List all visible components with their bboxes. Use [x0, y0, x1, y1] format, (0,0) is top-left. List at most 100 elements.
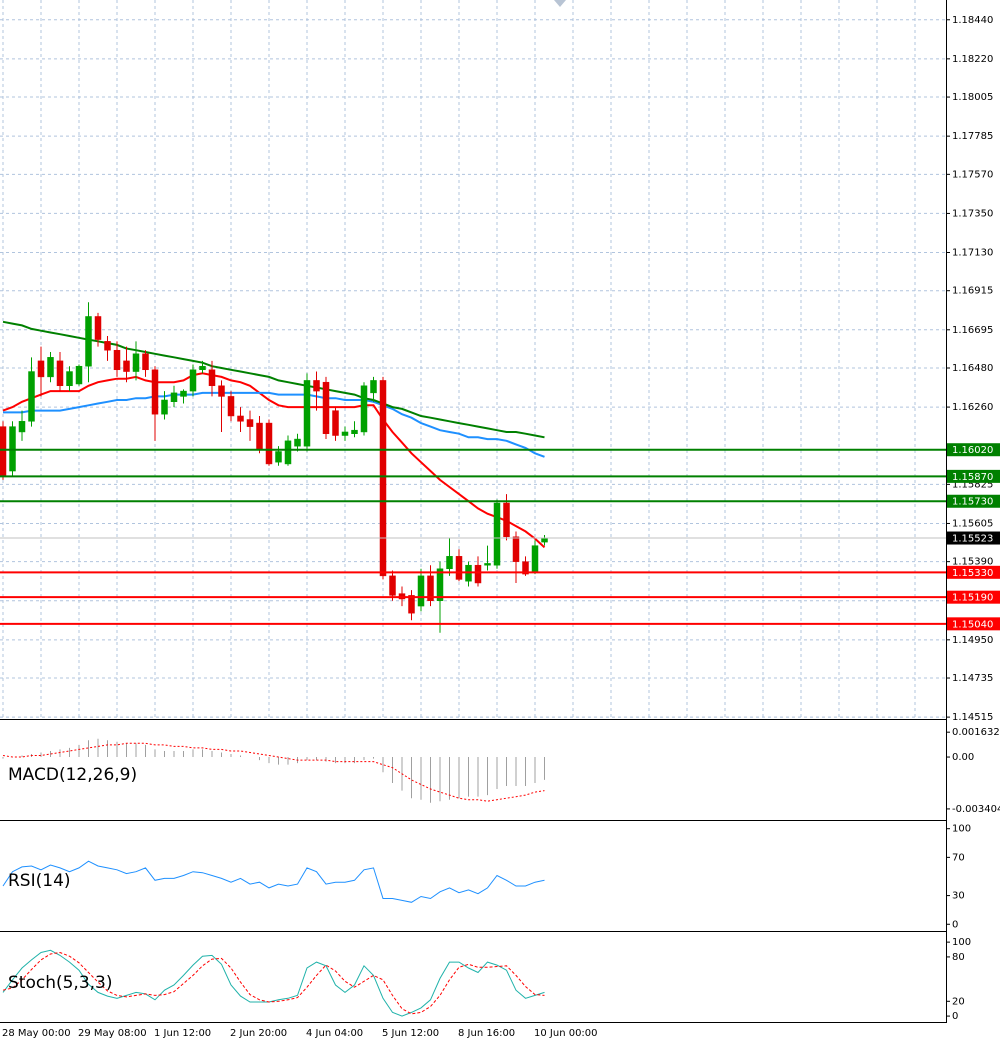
- pane-title: MACD(12,26,9): [8, 765, 137, 785]
- candle-body: [246, 419, 254, 427]
- candle-body: [161, 399, 168, 415]
- level-label: 1.15870: [952, 472, 993, 483]
- last-price-box: [947, 531, 1000, 545]
- y-tick-label: 1.15390: [952, 557, 993, 568]
- candle-body: [503, 502, 510, 538]
- candle-body: [370, 380, 377, 394]
- candle-body: [284, 440, 292, 465]
- y-tick-label: 1.14735: [952, 673, 993, 684]
- candle-body: [313, 380, 320, 392]
- candle-body: [218, 385, 225, 397]
- candle-body: [322, 381, 330, 434]
- candle-body: [85, 316, 92, 367]
- y-tick-label: 1.17350: [952, 208, 993, 219]
- shift-marker: [554, 0, 566, 7]
- candle-body: [493, 502, 501, 566]
- candle-body: [256, 422, 263, 450]
- y-tick-label: 100: [952, 824, 971, 835]
- stoch-main: [2, 949, 545, 1017]
- candle-body: [132, 353, 140, 372]
- y-tick-label: 1.17130: [952, 248, 993, 259]
- candle-body: [484, 563, 491, 566]
- candle-body: [56, 360, 64, 387]
- stoch-signal: [2, 951, 545, 1015]
- candle-body: [512, 536, 520, 562]
- y-tick-label: 1.17570: [952, 169, 993, 180]
- candle-body: [332, 410, 339, 436]
- candle-body: [208, 369, 216, 387]
- level-label: 1.16020: [952, 445, 993, 456]
- candle-body: [360, 385, 368, 433]
- pane-title: RSI(14): [8, 871, 71, 891]
- y-tick-label: 1.16260: [952, 402, 993, 413]
- y-tick-label: 1.15825: [952, 479, 993, 490]
- y-tick-label: 1.14515: [952, 712, 993, 723]
- candle-body: [351, 429, 358, 434]
- candle-body: [455, 556, 463, 580]
- x-tick-label: 1 Jun 12:00: [154, 1028, 211, 1039]
- candle-body: [379, 380, 387, 577]
- level-label-box: [947, 617, 1000, 631]
- candle-body: [113, 349, 121, 371]
- candle-body: [294, 438, 301, 447]
- last-price-label: 1.15523: [952, 534, 993, 545]
- candle-body: [531, 545, 539, 573]
- candle-body: [389, 575, 396, 596]
- x-tick-label: 8 Jun 16:00: [458, 1028, 515, 1039]
- level-label-box: [947, 590, 1000, 604]
- moving-average: [3, 391, 545, 458]
- y-tick-label: 1.14950: [952, 635, 993, 646]
- moving-average: [2, 372, 546, 549]
- y-tick-label: 30: [952, 891, 965, 902]
- y-tick-label: -0.003404: [952, 804, 1000, 815]
- level-label-box: [947, 443, 1000, 457]
- y-tick-label: 0.00: [952, 752, 974, 763]
- candle-body: [180, 390, 187, 397]
- candle-body: [104, 341, 111, 351]
- y-tick-label: 1.16915: [952, 286, 993, 297]
- level-label: 1.15040: [952, 619, 993, 630]
- y-tick-label: 1.18440: [952, 15, 993, 26]
- x-tick-label: 28 May 00:00: [2, 1028, 71, 1039]
- y-tick-label: 1.15605: [952, 518, 993, 529]
- candle-body: [0, 426, 7, 477]
- level-label-box: [947, 469, 1000, 483]
- y-tick-label: 80: [952, 952, 965, 963]
- candle-body: [436, 568, 444, 601]
- moving-average: [2, 320, 545, 439]
- candle-body: [541, 538, 548, 543]
- candle-body: [75, 365, 83, 385]
- candle-body: [237, 415, 244, 422]
- candle-body: [474, 564, 482, 584]
- candle-body: [123, 360, 130, 372]
- candle-body: [170, 392, 178, 403]
- candle-body: [66, 371, 73, 387]
- x-tick-label: 4 Jun 04:00: [306, 1028, 363, 1039]
- level-label: 1.15330: [952, 568, 993, 579]
- candle-body: [142, 353, 149, 371]
- candle-body: [446, 556, 453, 570]
- x-tick-label: 5 Jun 12:00: [382, 1028, 439, 1039]
- y-tick-label: 0.001632: [952, 727, 1000, 738]
- candle-body: [522, 561, 529, 575]
- candle-body: [427, 575, 434, 601]
- candle-body: [417, 575, 425, 607]
- rsi-line: [2, 860, 545, 903]
- candle-body: [94, 316, 102, 340]
- candle-body: [151, 369, 159, 415]
- x-tick-label: 10 Jun 00:00: [534, 1028, 598, 1039]
- candle-body: [303, 380, 311, 447]
- y-tick-label: 70: [952, 852, 965, 863]
- level-label-box: [947, 565, 1000, 579]
- y-tick-label: 1.18005: [952, 92, 993, 103]
- pane-title: Stoch(5,3,3): [8, 973, 113, 993]
- x-tick-label: 29 May 08:00: [78, 1028, 147, 1039]
- y-tick-label: 1.16480: [952, 363, 993, 374]
- y-tick-label: 0: [952, 1011, 958, 1022]
- candle-body: [227, 396, 235, 417]
- candle-body: [189, 369, 197, 392]
- y-tick-label: 1.18220: [952, 54, 993, 65]
- x-tick-label: 2 Jun 20:00: [230, 1028, 287, 1039]
- macd-signal: [2, 742, 545, 802]
